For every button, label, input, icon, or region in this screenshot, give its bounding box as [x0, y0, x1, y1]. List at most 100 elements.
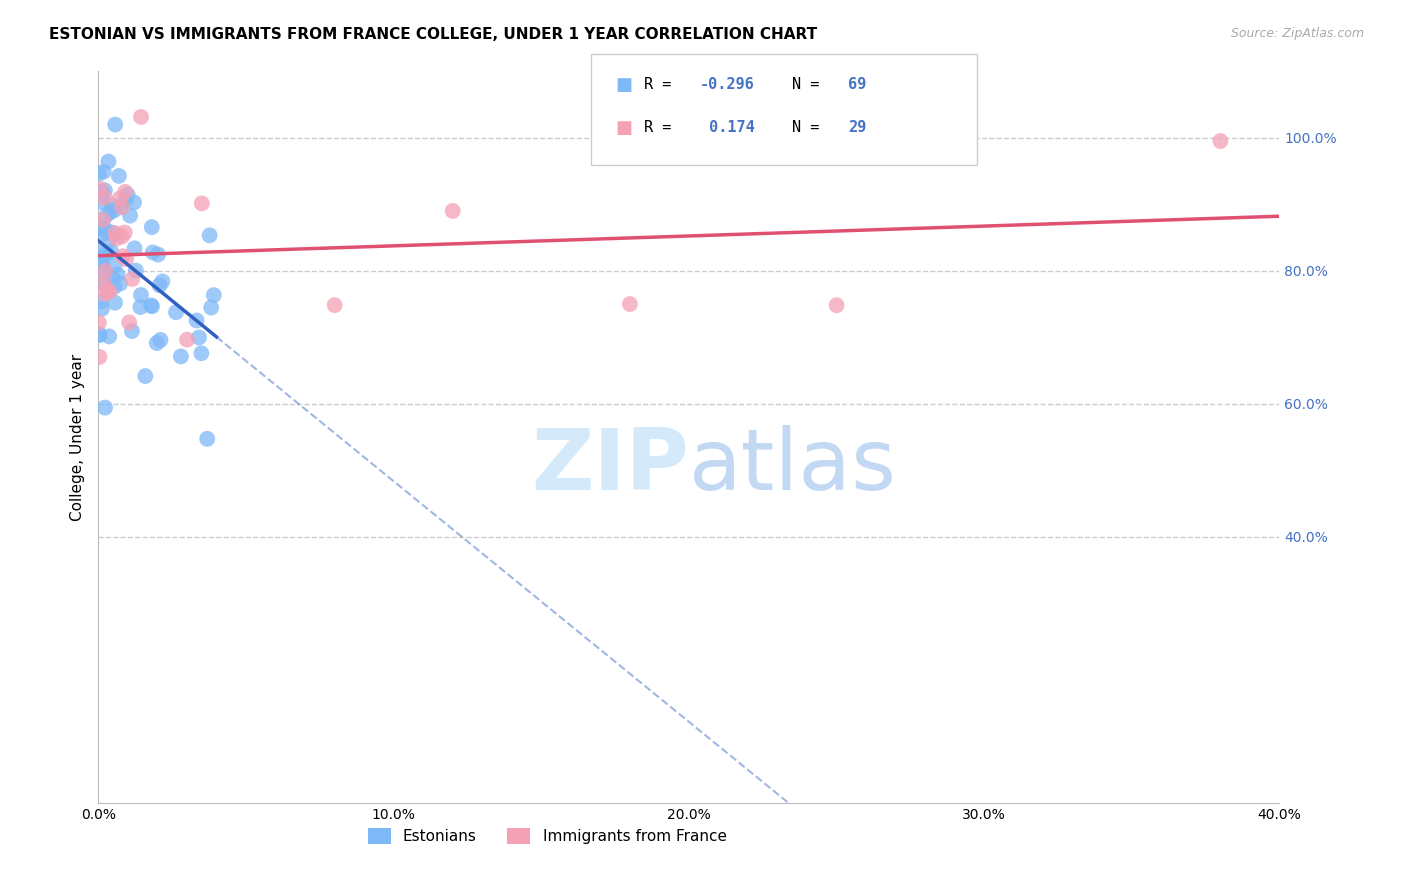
- Point: [96, 283, 118, 297]
- Point: [90, 194, 112, 209]
- Point: [111, 249, 134, 263]
- Point: [97, 234, 120, 248]
- Point: [94, 264, 117, 278]
- Point: [122, 195, 145, 210]
- Point: [91, 301, 114, 316]
- Point: [118, 315, 141, 329]
- Text: Source: ZipAtlas.com: Source: ZipAtlas.com: [1230, 27, 1364, 40]
- Point: [117, 187, 139, 202]
- Point: [94, 226, 117, 240]
- Point: [91, 276, 114, 290]
- Point: [114, 226, 136, 240]
- Point: [111, 199, 134, 213]
- Point: [100, 205, 122, 219]
- Point: [191, 196, 214, 211]
- Point: [139, 298, 162, 312]
- Point: [195, 432, 218, 446]
- Text: N =: N =: [792, 120, 828, 135]
- Point: [87, 253, 110, 268]
- Point: [89, 327, 111, 342]
- Text: 29: 29: [848, 120, 866, 135]
- Point: [93, 221, 115, 235]
- Point: [100, 198, 122, 212]
- Point: [142, 245, 165, 260]
- Point: [202, 288, 225, 302]
- Point: [619, 297, 641, 311]
- Point: [124, 241, 146, 255]
- Point: [90, 252, 112, 266]
- Point: [104, 259, 127, 273]
- Point: [105, 231, 128, 245]
- Point: [200, 301, 222, 315]
- Point: [91, 257, 114, 271]
- Point: [150, 274, 173, 288]
- Point: [129, 110, 152, 124]
- Point: [93, 191, 115, 205]
- Point: [111, 229, 134, 244]
- Point: [148, 278, 170, 293]
- Point: [104, 118, 127, 132]
- Point: [129, 300, 152, 314]
- Point: [96, 246, 118, 260]
- Legend: Estonians, Immigrants from France: Estonians, Immigrants from France: [361, 822, 733, 850]
- Point: [107, 268, 129, 282]
- Point: [165, 305, 187, 319]
- Text: R =: R =: [644, 120, 689, 135]
- Text: 69: 69: [848, 78, 866, 92]
- Point: [94, 286, 117, 301]
- Point: [108, 192, 131, 206]
- Point: [121, 324, 143, 338]
- Point: [120, 209, 142, 223]
- Point: [97, 154, 120, 169]
- Point: [98, 285, 121, 299]
- Point: [104, 295, 127, 310]
- Point: [90, 294, 112, 309]
- Point: [90, 277, 112, 291]
- Text: atlas: atlas: [689, 425, 897, 508]
- Text: R =: R =: [644, 78, 681, 92]
- Point: [108, 169, 131, 183]
- Point: [89, 328, 111, 343]
- Point: [100, 244, 122, 259]
- Point: [104, 202, 127, 217]
- Point: [104, 226, 127, 240]
- Point: [93, 265, 115, 279]
- Text: ZIP: ZIP: [531, 425, 689, 508]
- Text: -0.296: -0.296: [700, 78, 755, 92]
- Point: [115, 252, 138, 267]
- Point: [146, 247, 169, 261]
- Point: [101, 270, 124, 285]
- Point: [91, 222, 114, 236]
- Point: [90, 182, 112, 196]
- Point: [186, 313, 208, 327]
- Point: [125, 263, 148, 277]
- Point: [96, 208, 118, 222]
- Point: [87, 316, 110, 330]
- Point: [149, 333, 172, 347]
- Point: [98, 329, 121, 343]
- Point: [176, 333, 198, 347]
- Point: [91, 186, 114, 200]
- Point: [129, 288, 152, 302]
- Point: [121, 272, 143, 286]
- Point: [114, 185, 136, 199]
- Point: [188, 330, 211, 344]
- Point: [1209, 134, 1232, 148]
- Point: [198, 228, 221, 243]
- Text: 0.174: 0.174: [700, 120, 755, 135]
- Point: [89, 350, 111, 364]
- Text: ■: ■: [616, 119, 633, 136]
- Point: [825, 298, 848, 312]
- Point: [93, 164, 115, 178]
- Point: [111, 200, 134, 214]
- Point: [134, 369, 156, 384]
- Point: [90, 257, 112, 271]
- Point: [100, 225, 122, 239]
- Point: [94, 183, 117, 197]
- Point: [87, 167, 110, 181]
- Point: [190, 346, 212, 360]
- Y-axis label: College, Under 1 year: College, Under 1 year: [69, 353, 84, 521]
- Point: [170, 350, 193, 364]
- Point: [89, 251, 111, 265]
- Point: [145, 336, 167, 351]
